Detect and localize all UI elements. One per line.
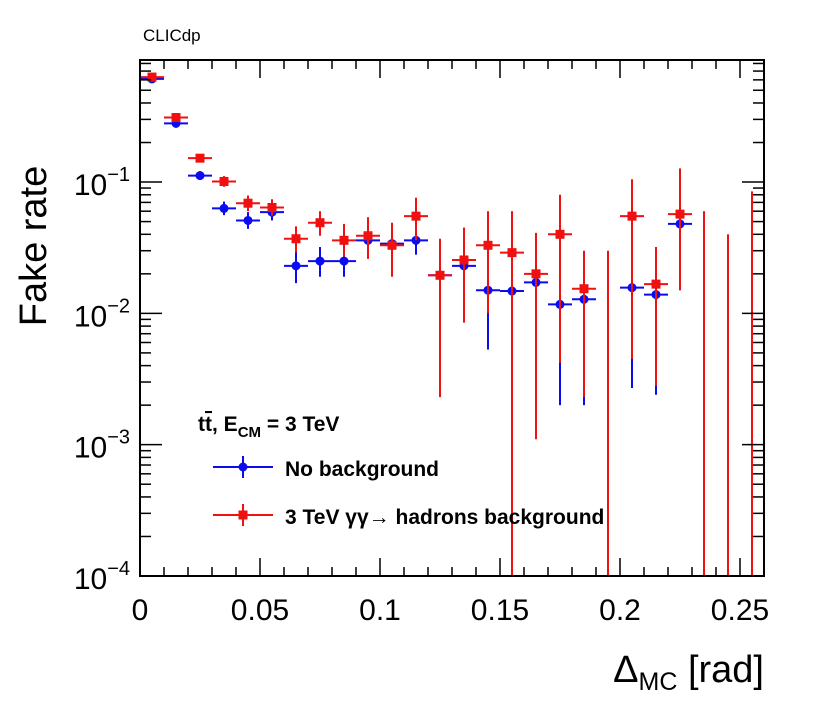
data-point [291,261,301,271]
x-tick-label: 0.2 [599,594,641,627]
y-tick-exp: −3 [107,427,130,449]
legend-marker [238,462,248,472]
data-point [579,284,589,294]
y-tick-label: 10−3 [74,427,130,465]
data-point [363,231,373,241]
axis-ticks [139,60,765,577]
y-tick-base: 10 [74,300,107,333]
data-point [459,255,469,265]
data-point [555,229,565,239]
legend-header: tt, ECM = 3 TeV [198,413,339,441]
data-point [219,203,229,213]
legend-header-e: , E [212,413,238,436]
x-axis-title-unit: [rad] [677,649,764,691]
data-point [675,209,685,219]
x-axis-title-sub: MC [639,668,678,696]
legend-header-tbar: t [205,413,212,436]
x-tick-label: 0.1 [359,594,401,627]
data-point [219,176,229,186]
data-point [411,211,421,221]
data-point [507,248,517,258]
plot-frame [139,59,765,577]
x-axis-title: ΔMC [rad] [613,649,764,696]
y-tick-base: 10 [74,169,107,202]
legend-label-no-background: No background [285,458,439,481]
data-point [171,113,181,123]
series-1 [140,72,764,577]
legend-label-gamma-background: 3 TeV γγ→ hadrons background [285,506,604,529]
y-tick-exp: −4 [107,558,130,580]
data-point [267,203,277,213]
data-point [243,215,253,225]
data-point [195,153,205,163]
y-tick-base: 10 [74,432,107,465]
data-point [315,256,325,266]
y-tick-label: 10−2 [74,295,130,333]
y-tick-labels: 10−110−210−310−4 [74,164,130,596]
legend-entry-no-background [213,456,273,478]
data-point [435,270,445,280]
data-point [651,279,661,289]
data-point [627,211,637,221]
data-point [291,234,301,244]
y-tick-base: 10 [74,563,107,596]
data-point [243,198,253,208]
data-point [531,269,541,279]
data-point [315,218,325,228]
x-tick-label: 0.25 [711,594,769,627]
clicdp-watermark: CLICdp [143,26,201,45]
y-tick-exp: −2 [107,295,130,317]
legend-header-end: = 3 TeV [261,413,339,436]
x-tick-label: 0.05 [231,594,289,627]
x-axis-title-delta: Δ [613,649,638,691]
data-point [339,256,349,266]
legend-header-sub: CM [238,424,261,441]
legend-header-t: t [198,413,205,436]
data-point [339,235,349,245]
legend-entry-gamma-background [213,504,273,526]
data-point [147,72,157,82]
legend-marker [238,510,248,520]
y-tick-label: 10−4 [74,558,130,596]
y-tick-label: 10−1 [74,164,130,202]
data-point [387,240,397,250]
legend: tt, ECM = 3 TeV No background 3 TeV γγ→ … [198,413,604,529]
x-tick-label: 0 [132,594,149,627]
data-point [195,171,205,181]
data-point [483,240,493,250]
y-axis-title: Fake rate [13,166,55,327]
y-tick-exp: −1 [107,164,130,186]
x-tick-label: 0.15 [471,594,529,627]
x-tick-labels: 0 0.05 0.1 0.15 0.2 0.25 [132,594,770,627]
